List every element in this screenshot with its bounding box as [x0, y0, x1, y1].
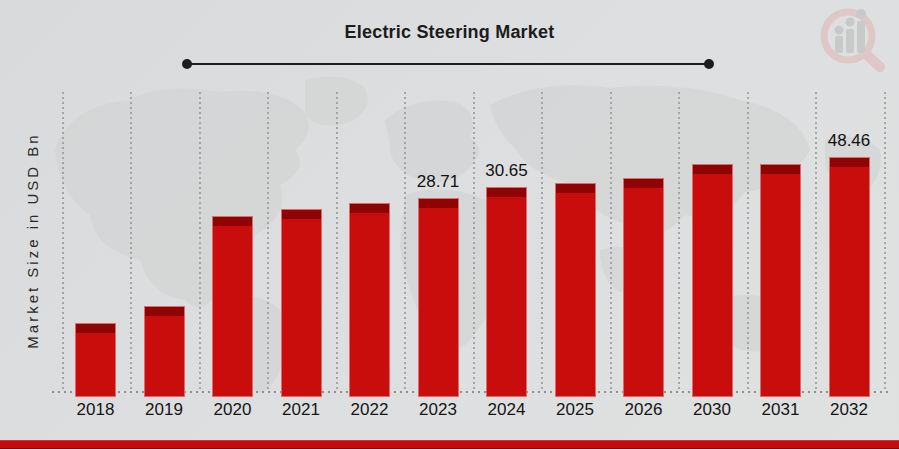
- bar-2020: [212, 216, 253, 397]
- bar-2030: [692, 164, 733, 397]
- x-tick-2026: 2026: [609, 400, 679, 420]
- bar-cap: [624, 179, 663, 188]
- column-separator: [199, 92, 201, 392]
- bar-cap: [487, 188, 526, 197]
- column-separator: [130, 92, 132, 392]
- bar-cap: [76, 324, 115, 333]
- column-separator: [747, 92, 749, 392]
- bar-cap: [419, 199, 458, 208]
- underline-right-dot: [704, 59, 714, 69]
- x-tick-2021: 2021: [266, 400, 336, 420]
- bar-value-2032: 48.46: [828, 131, 871, 151]
- bar-cap: [830, 158, 869, 167]
- bar-2032: [829, 157, 870, 397]
- bottom-accent-band: [0, 440, 899, 449]
- x-tick-2018: 2018: [61, 400, 131, 420]
- bar-2022: [349, 203, 390, 397]
- column-separator: [336, 92, 338, 392]
- column-separator: [404, 92, 406, 392]
- bar-cap: [282, 210, 321, 219]
- bar-2019: [144, 306, 185, 397]
- column-separator: [473, 92, 475, 392]
- x-tick-2031: 2031: [746, 400, 816, 420]
- bar-cap: [145, 307, 184, 316]
- column-separator: [884, 92, 886, 392]
- x-tick-2024: 2024: [472, 400, 542, 420]
- column-separator: [62, 92, 64, 392]
- x-tick-2022: 2022: [335, 400, 405, 420]
- column-separator: [267, 92, 269, 392]
- column-separator: [815, 92, 817, 392]
- bar-2021: [281, 209, 322, 397]
- x-tick-2032: 2032: [814, 400, 884, 420]
- bar-2031: [760, 164, 801, 397]
- bar-2024: [486, 187, 527, 397]
- bar-value-2023: 28.71: [417, 172, 460, 192]
- chart-canvas: Electric Steering Market Market Size in …: [0, 0, 899, 449]
- x-tick-2019: 2019: [129, 400, 199, 420]
- bar-value-2024: 30.65: [485, 161, 528, 181]
- bar-2025: [555, 183, 596, 397]
- bar-2018: [75, 323, 116, 397]
- x-tick-2025: 2025: [540, 400, 610, 420]
- column-separator: [678, 92, 680, 392]
- x-tick-2030: 2030: [677, 400, 747, 420]
- title-underline: [186, 63, 710, 65]
- chart-title: Electric Steering Market: [0, 22, 899, 43]
- x-tick-2023: 2023: [403, 400, 473, 420]
- y-axis-label: Market Size in USD Bn: [24, 91, 41, 391]
- bar-cap: [350, 204, 389, 213]
- bar-2023: [418, 198, 459, 397]
- column-separator: [610, 92, 612, 392]
- bar-cap: [213, 217, 252, 226]
- bar-cap: [693, 165, 732, 174]
- bar-2026: [623, 178, 664, 397]
- x-tick-2020: 2020: [198, 400, 268, 420]
- bar-cap: [761, 165, 800, 174]
- column-separator: [541, 92, 543, 392]
- underline-left-dot: [182, 59, 192, 69]
- bar-cap: [556, 184, 595, 193]
